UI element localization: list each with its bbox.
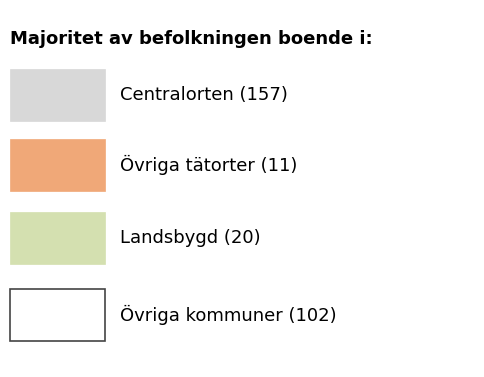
Text: Landsbygd (20): Landsbygd (20): [120, 229, 260, 247]
Bar: [10, 212, 105, 264]
Bar: [10, 139, 105, 191]
Text: Centralorten (157): Centralorten (157): [120, 86, 287, 104]
Text: Övriga kommuner (102): Övriga kommuner (102): [120, 305, 336, 325]
Bar: [10, 69, 105, 121]
Text: Övriga tätorter (11): Övriga tätorter (11): [120, 155, 297, 175]
Text: Majoritet av befolkningen boende i:: Majoritet av befolkningen boende i:: [10, 30, 372, 48]
Bar: [10, 289, 105, 341]
